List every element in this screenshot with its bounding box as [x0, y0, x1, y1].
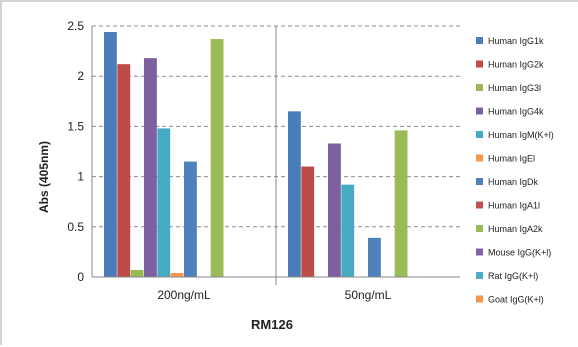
x-axis-label: RM126 [251, 317, 293, 332]
y-tick-label: 2.5 [67, 19, 84, 33]
y-tick-label: 0.5 [67, 220, 84, 234]
legend-swatch [476, 131, 483, 138]
y-tick-label: 1 [77, 170, 84, 184]
legend-swatch [476, 248, 483, 256]
axes [91, 26, 460, 285]
bar [117, 64, 131, 277]
legend-label: Rat IgG(K+l) [488, 271, 538, 281]
legend-label: Human IgG4k [488, 107, 544, 117]
y-axis-label: Abs (405nm) [37, 141, 51, 213]
legend-swatch [476, 107, 483, 115]
bar [210, 39, 224, 277]
legend-label: Human IgG1k [488, 36, 544, 46]
legend-label: Human IgA2k [488, 224, 543, 234]
category-labels: 200ng/mL 50ng/mL [157, 288, 391, 302]
legend-swatch [476, 225, 483, 232]
legend-label: Human IgA1l [488, 201, 540, 211]
bar [130, 269, 144, 277]
legend: Human IgG1k Human IgG2k Human IgG3l Human I… [476, 36, 554, 305]
y-tick-labels: 0 0.5 1 1.5 2 2.5 [67, 19, 84, 284]
legend-label: Human IgG2k [488, 60, 544, 70]
y-tick-label: 1.5 [67, 119, 84, 133]
bar [144, 58, 157, 278]
bar [170, 272, 184, 277]
legend-label: Goat IgG(K+l) [488, 295, 544, 305]
legend-swatch [476, 295, 483, 303]
y-tick-label: 2 [77, 69, 84, 83]
legend-swatch [476, 178, 483, 185]
category-label: 200ng/mL [157, 288, 211, 302]
bar [157, 128, 171, 277]
bar [288, 111, 301, 277]
bar [184, 161, 197, 277]
legend-swatch [476, 37, 483, 44]
bar [301, 166, 315, 277]
legend-label: Human IgEl [488, 154, 535, 164]
bar [328, 143, 341, 277]
legend-label: Human IgM(K+l) [488, 130, 554, 140]
bars [104, 32, 408, 278]
bar [341, 184, 355, 277]
bar [368, 237, 381, 277]
legend-label: Mouse IgG(K+l) [488, 248, 551, 258]
bar [104, 32, 117, 277]
legend-swatch [476, 84, 483, 91]
legend-swatch [476, 272, 483, 279]
category-label: 50ng/mL [345, 288, 392, 302]
legend-swatch [476, 60, 483, 68]
bar [394, 130, 408, 277]
legend-swatch [476, 201, 483, 209]
legend-label: Human IgDk [488, 177, 539, 187]
legend-label: Human IgG3l [488, 83, 541, 93]
y-tick-label: 0 [77, 270, 84, 284]
legend-swatch [476, 154, 483, 162]
